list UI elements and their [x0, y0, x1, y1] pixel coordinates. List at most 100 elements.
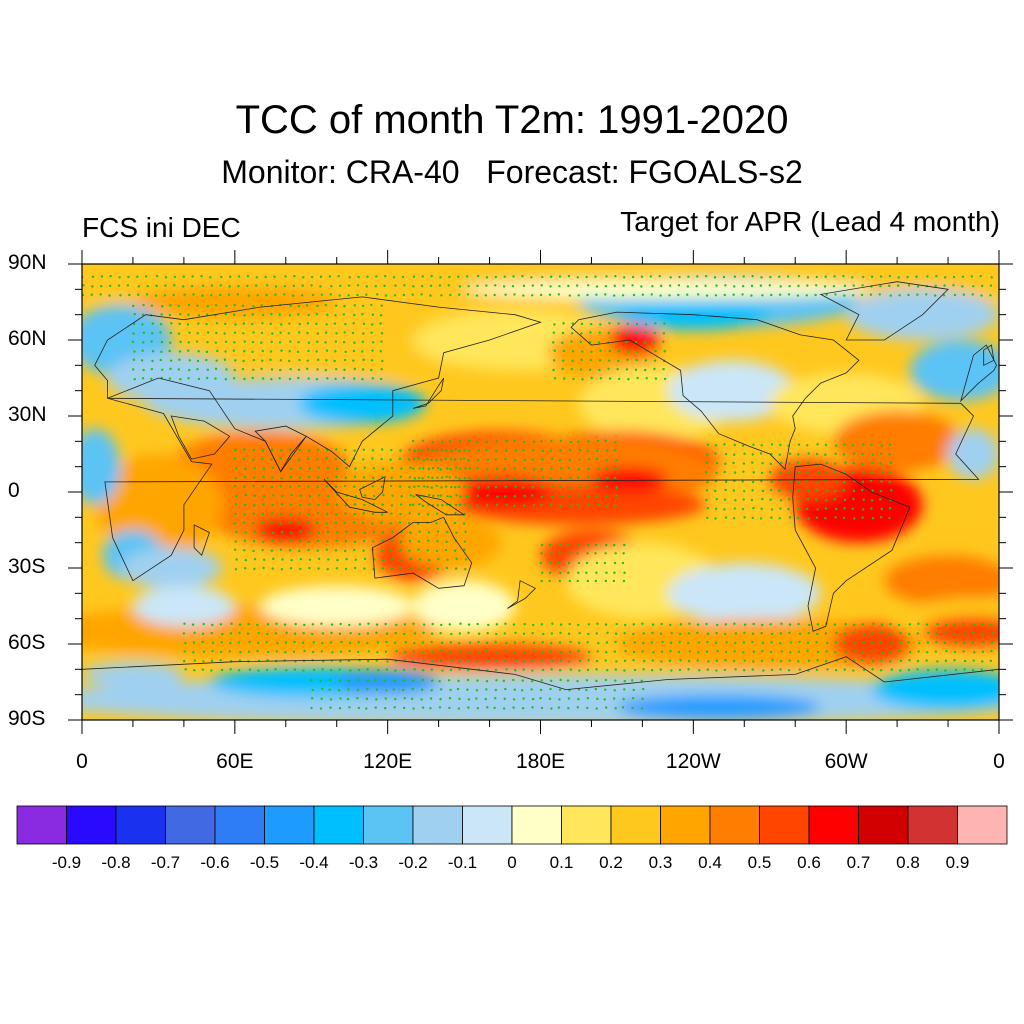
- significance-dot: [287, 359, 291, 363]
- significance-dot: [354, 495, 358, 498]
- significance-dot: [371, 341, 375, 344]
- significance-dot: [150, 367, 154, 371]
- significance-dot: [706, 516, 709, 520]
- correlation-region: [922, 616, 999, 647]
- significance-dot: [476, 707, 480, 710]
- significance-dot: [889, 660, 892, 663]
- significance-dot: [401, 275, 405, 279]
- significance-dot: [298, 484, 301, 488]
- significance-dot: [833, 470, 836, 473]
- significance-dot: [276, 641, 279, 645]
- significance-dot: [696, 631, 699, 635]
- significance-dot: [897, 276, 900, 279]
- significance-dot: [807, 517, 810, 520]
- significance-dot: [366, 679, 370, 683]
- significance-dot: [559, 571, 562, 574]
- significance-dot: [779, 499, 783, 502]
- significance-dot: [454, 503, 458, 507]
- significance-dot: [596, 503, 600, 506]
- significance-dot: [796, 489, 800, 492]
- significance-dot: [160, 340, 164, 344]
- significance-dot: [253, 567, 256, 571]
- significance-dot: [588, 340, 592, 344]
- significance-dot: [438, 706, 442, 709]
- significance-dot: [223, 358, 227, 361]
- significance-dot: [384, 274, 387, 278]
- significance-dot: [223, 332, 226, 335]
- significance-dot: [559, 504, 563, 508]
- significance-dot: [578, 631, 581, 635]
- significance-dot: [568, 486, 572, 489]
- significance-dot: [513, 467, 516, 470]
- significance-dot: [578, 486, 581, 489]
- significance-dot: [137, 285, 141, 288]
- significance-dot: [485, 440, 489, 443]
- significance-dot: [654, 377, 658, 380]
- significance-dot: [770, 668, 774, 672]
- significance-dot: [732, 453, 736, 456]
- significance-dot: [577, 641, 581, 645]
- significance-dot: [251, 340, 255, 344]
- significance-dot: [590, 376, 593, 380]
- significance-dot: [317, 531, 321, 534]
- significance-dot: [348, 276, 351, 279]
- significance-dot: [303, 623, 306, 627]
- significance-dot: [417, 512, 421, 516]
- significance-dot: [916, 668, 919, 671]
- colorbar-swatch: [808, 805, 859, 845]
- significance-dot: [907, 284, 911, 287]
- significance-dot: [228, 650, 231, 653]
- significance-dot: [598, 359, 602, 362]
- significance-dot: [612, 294, 616, 297]
- significance-dot: [325, 457, 328, 460]
- significance-dot: [229, 632, 233, 635]
- significance-dot: [597, 467, 600, 470]
- significance-dot: [233, 485, 237, 488]
- significance-dot: [495, 476, 498, 479]
- significance-dot: [652, 651, 655, 654]
- significance-dot: [247, 650, 251, 653]
- significance-dot: [612, 697, 616, 700]
- significance-dot: [161, 368, 164, 371]
- significance-dot: [413, 632, 417, 635]
- significance-dot: [486, 631, 489, 635]
- significance-dot: [625, 368, 629, 371]
- significance-dot: [686, 293, 689, 296]
- significance-dot: [343, 458, 347, 461]
- significance-dot: [925, 623, 929, 626]
- significance-dot: [319, 707, 323, 710]
- significance-dot: [210, 294, 213, 297]
- significance-dot: [218, 293, 222, 297]
- significance-dot: [435, 448, 439, 452]
- significance-dot: [381, 359, 384, 363]
- significance-dot: [770, 641, 773, 644]
- significance-dot: [842, 453, 846, 456]
- significance-dot: [503, 467, 507, 470]
- colorbar-swatch: [412, 805, 463, 845]
- significance-dot: [649, 275, 653, 278]
- significance-dot: [362, 332, 365, 335]
- significance-dot: [613, 650, 617, 653]
- significance-dot: [251, 458, 255, 461]
- significance-dot: [421, 477, 424, 480]
- significance-dot: [576, 579, 579, 583]
- significance-dot: [280, 349, 283, 352]
- coastline: [104, 397, 980, 582]
- significance-dot: [724, 650, 728, 654]
- significance-dot: [374, 284, 377, 288]
- significance-dot: [560, 494, 563, 498]
- significance-dot: [407, 521, 411, 525]
- significance-dot: [595, 293, 598, 296]
- significance-dot: [352, 359, 355, 362]
- significance-dot: [284, 641, 288, 644]
- significance-dot: [936, 622, 939, 626]
- significance-dot: [127, 275, 130, 279]
- significance-dot: [494, 697, 497, 700]
- significance-dot: [760, 444, 763, 447]
- significance-dot: [631, 706, 634, 710]
- significance-dot: [335, 539, 338, 542]
- significance-dot: [450, 659, 453, 662]
- significance-dot: [330, 623, 334, 626]
- significance-dot: [761, 497, 764, 501]
- significance-dot: [324, 331, 328, 334]
